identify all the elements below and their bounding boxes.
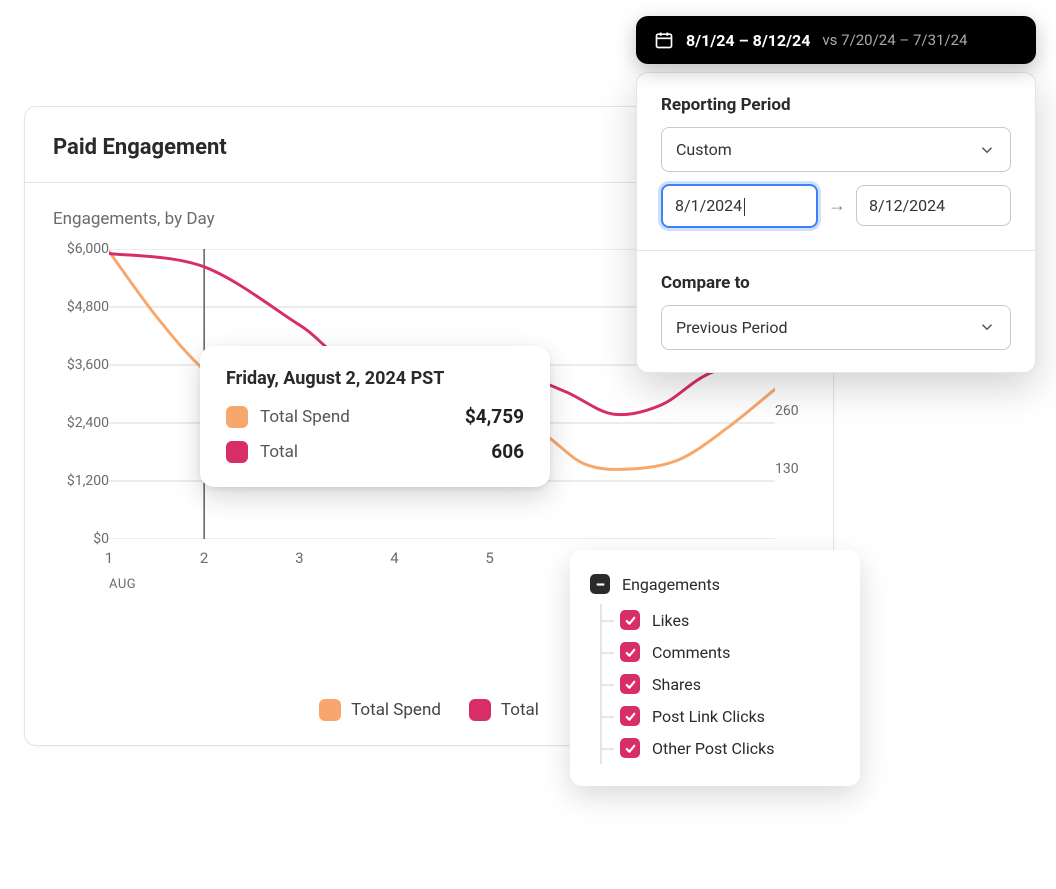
checkbox-checked-icon <box>620 674 640 694</box>
checkbox-checked-icon <box>620 610 640 630</box>
end-date-value: 8/12/2024 <box>869 196 945 215</box>
y-left-tick: $2,400 <box>67 415 109 431</box>
legend-swatch <box>319 699 341 721</box>
engagement-filter-label: Post Link Clicks <box>652 707 765 726</box>
x-tick: 5 <box>485 549 493 567</box>
start-date-input[interactable]: 8/1/2024 <box>661 184 818 228</box>
date-range-primary: 8/1/24 – 8/12/24 <box>686 31 810 50</box>
engagement-filter-row[interactable]: Shares <box>620 668 840 700</box>
y-left-tick: $3,600 <box>67 357 109 373</box>
tooltip-series-label: Total Spend <box>260 407 453 427</box>
reporting-period-value: Custom <box>676 140 732 159</box>
checkbox-mixed-icon <box>590 574 610 594</box>
x-tick: 4 <box>390 549 398 567</box>
tooltip-series-label: Total <box>260 442 479 462</box>
chart-tooltip: Friday, August 2, 2024 PST Total Spend $4… <box>200 346 550 487</box>
checkbox-checked-icon <box>620 738 640 758</box>
date-range-inputs: 8/1/2024 → 8/12/2024 <box>661 184 1011 228</box>
y-left-tick: $1,200 <box>67 473 109 489</box>
date-range-pill[interactable]: 8/1/24 – 8/12/24 vs 7/20/24 – 7/31/24 <box>636 16 1036 64</box>
reporting-period-panel: Reporting Period Custom 8/1/2024 → 8/12/… <box>636 72 1036 373</box>
compare-to-label: Compare to <box>661 273 1011 293</box>
start-date-value: 8/1/2024 <box>675 196 742 215</box>
engagement-filter-label: Likes <box>652 611 689 630</box>
y-right-tick: 130 <box>775 461 799 477</box>
x-tick: 1 <box>105 549 113 567</box>
engagement-filter-row[interactable]: Likes <box>620 604 840 636</box>
engagement-filter-label: Shares <box>652 675 701 694</box>
y-left-tick: $6,000 <box>67 241 109 257</box>
x-tick: 2 <box>200 549 208 567</box>
y-left-tick: $4,800 <box>67 299 109 315</box>
y-right-tick: 260 <box>775 403 799 419</box>
checkbox-checked-icon <box>620 642 640 662</box>
date-range-secondary: vs 7/20/24 – 7/31/24 <box>822 31 967 49</box>
x-tick: 3 <box>295 549 303 567</box>
series-swatch <box>226 406 248 428</box>
y-left-tick: $0 <box>93 531 109 547</box>
compare-to-value: Previous Period <box>676 318 788 337</box>
legend-label: Total Spend <box>351 700 441 720</box>
tooltip-row: Total 606 <box>226 440 524 463</box>
engagements-parent-label: Engagements <box>622 575 720 594</box>
tooltip-row: Total Spend $4,759 <box>226 405 524 428</box>
arrow-right-icon: → <box>828 195 846 216</box>
legend-label: Total <box>501 700 539 720</box>
chevron-down-icon <box>978 141 996 159</box>
compare-to-select[interactable]: Previous Period <box>661 305 1011 350</box>
series-swatch <box>226 441 248 463</box>
tooltip-series-value: $4,759 <box>465 405 524 428</box>
y-left-axis: $6,000$4,800$3,600$2,400$1,200$0 <box>53 249 109 539</box>
end-date-input[interactable]: 8/12/2024 <box>856 185 1011 226</box>
engagement-filter-label: Comments <box>652 643 730 662</box>
engagement-filter-row[interactable]: Comments <box>620 636 840 668</box>
chevron-down-icon <box>978 318 996 336</box>
engagement-filter-row[interactable]: Post Link Clicks <box>620 700 840 732</box>
text-cursor <box>744 198 745 216</box>
reporting-period-select[interactable]: Custom <box>661 127 1011 172</box>
legend-swatch <box>469 699 491 721</box>
tooltip-series-value: 606 <box>491 440 524 463</box>
tooltip-title: Friday, August 2, 2024 PST <box>226 368 524 389</box>
engagement-filter-row[interactable]: Other Post Clicks <box>620 732 840 764</box>
legend-item[interactable]: Total Spend <box>319 699 441 721</box>
engagements-filter-panel: Engagements Likes Comments Shares Post Link… <box>570 550 860 786</box>
engagements-parent-row[interactable]: Engagements <box>590 568 840 600</box>
checkbox-checked-icon <box>620 706 640 726</box>
x-axis-month: AUG <box>109 577 136 592</box>
legend-item[interactable]: Total <box>469 699 539 721</box>
engagement-filter-label: Other Post Clicks <box>652 739 774 758</box>
calendar-icon <box>654 30 674 50</box>
reporting-period-label: Reporting Period <box>661 95 1011 115</box>
